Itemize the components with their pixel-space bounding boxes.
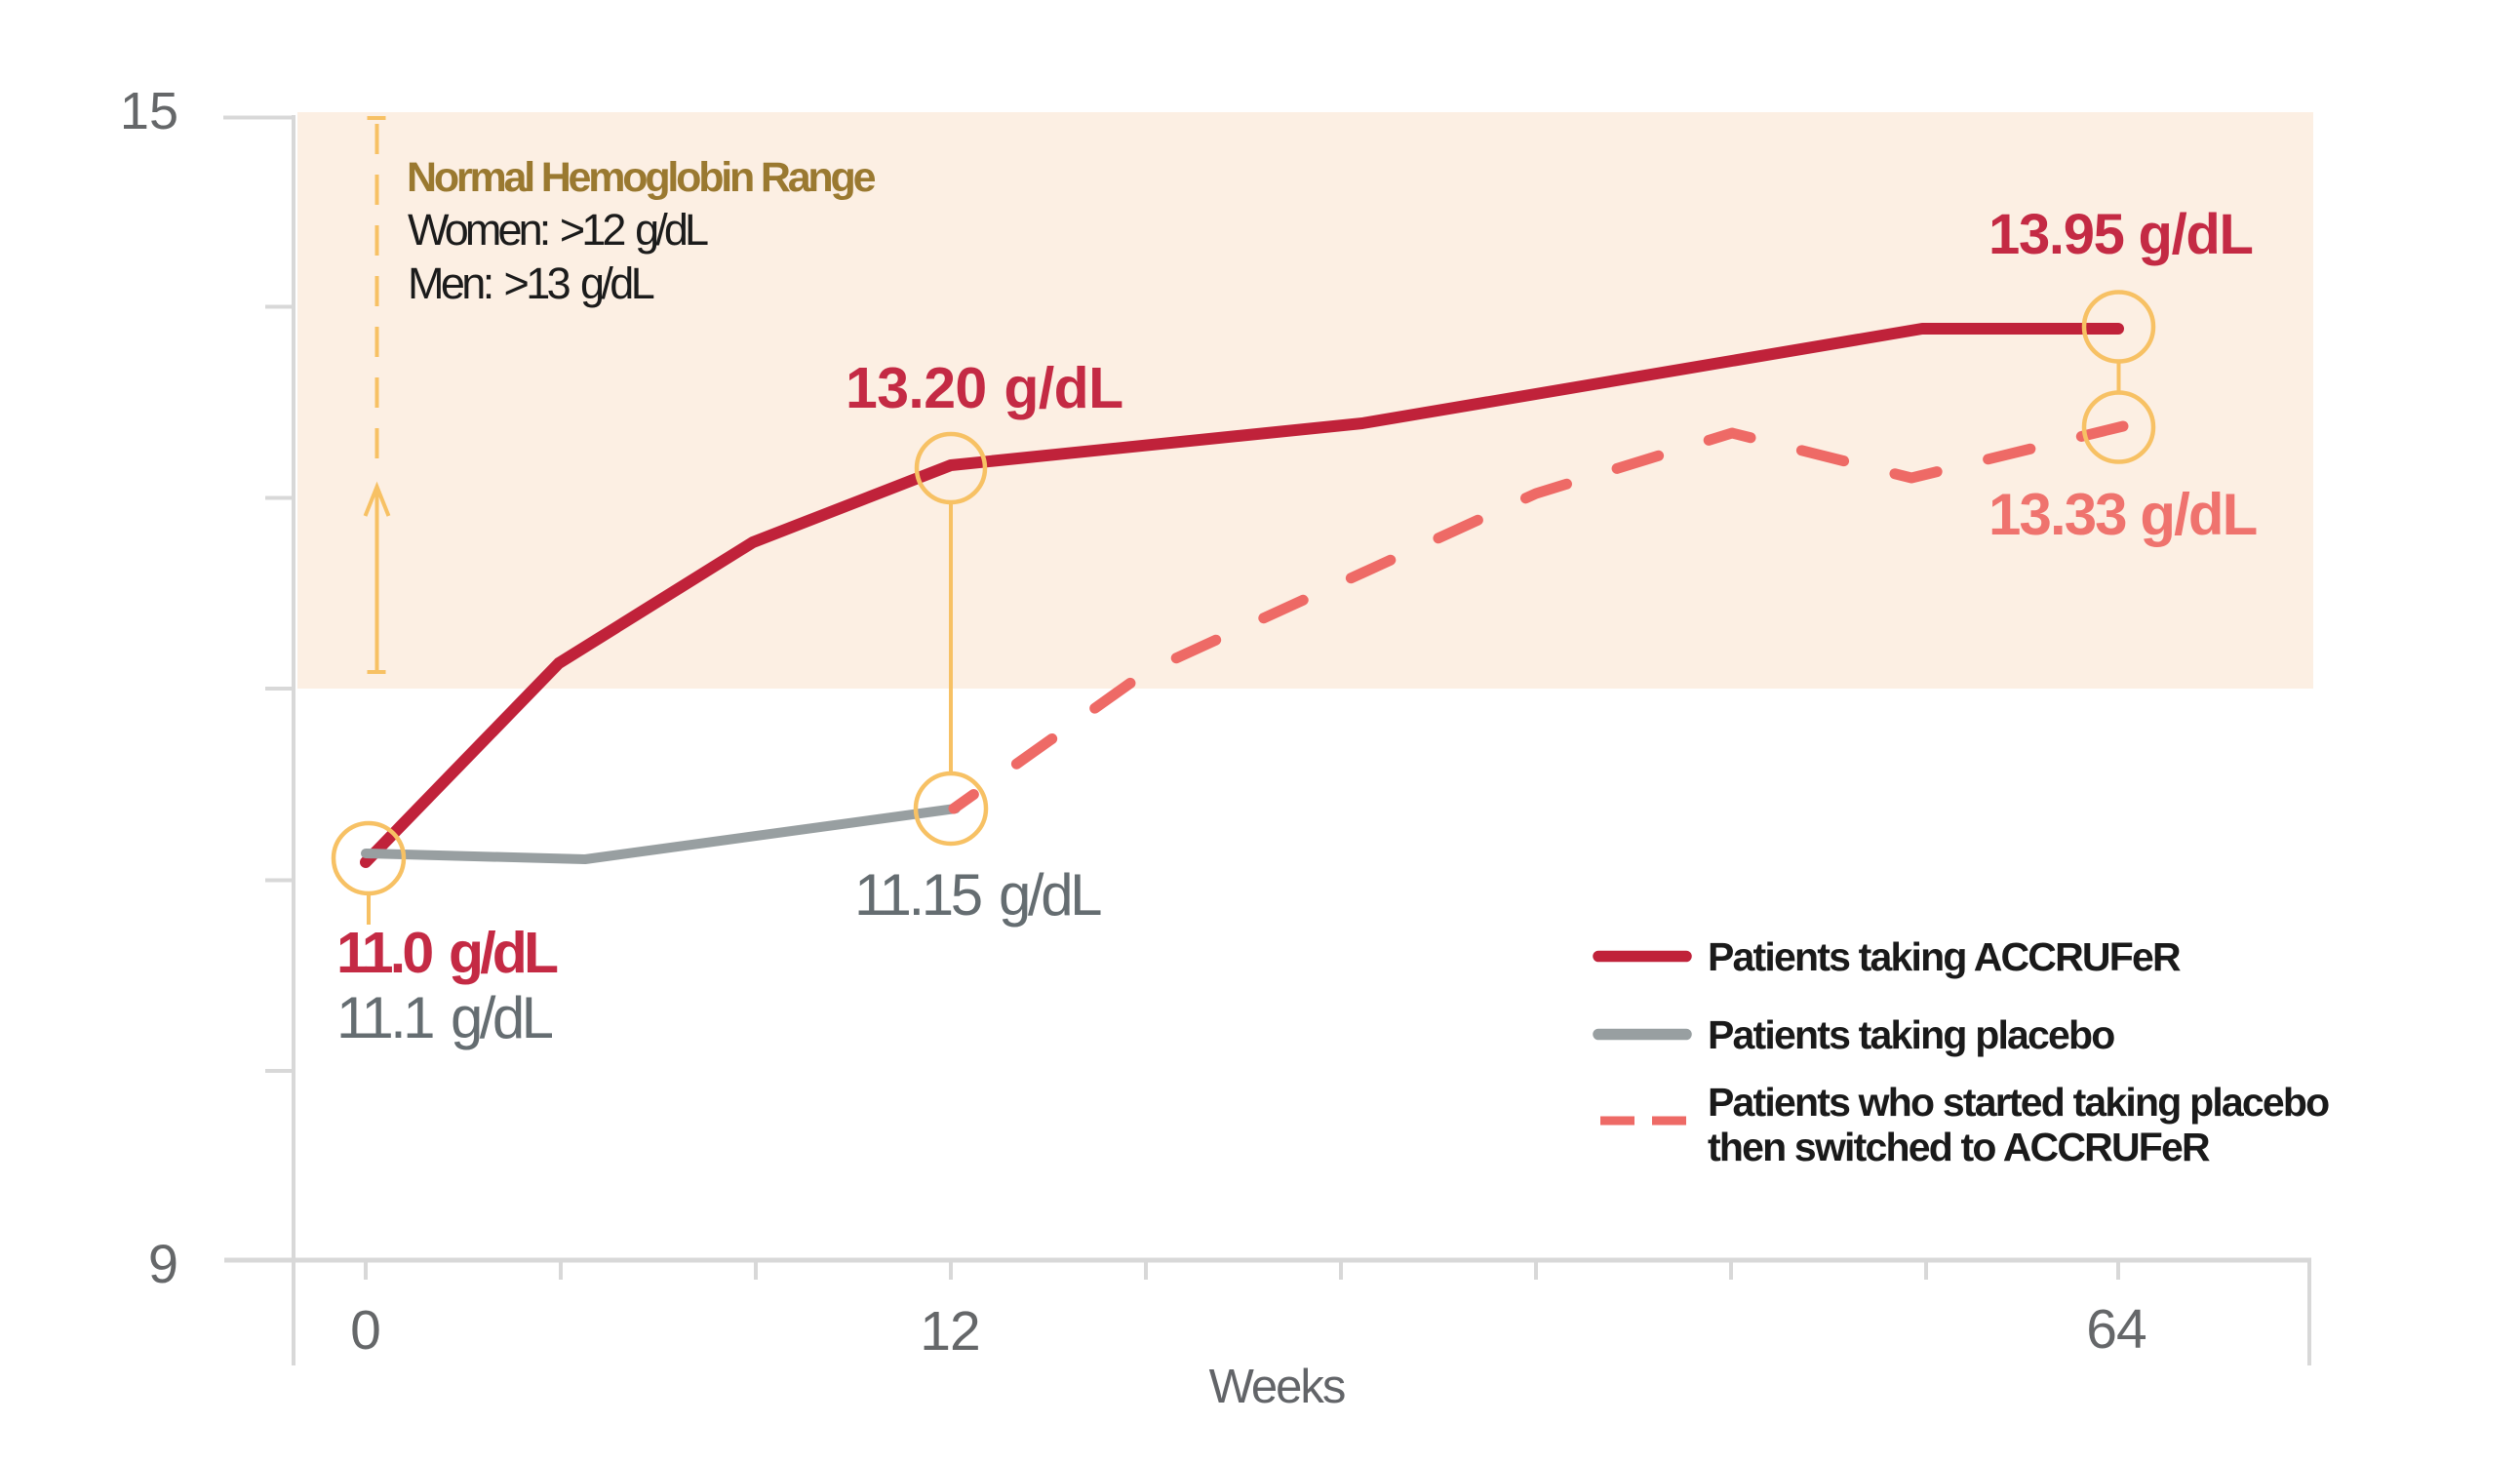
svg-text:Patients who started taking pl: Patients who started taking placebo (1708, 1080, 2329, 1125)
svg-text:11.1 g/dL: 11.1 g/dL (336, 985, 553, 1050)
svg-text:then switched to ACCRUFeR: then switched to ACCRUFeR (1708, 1125, 2210, 1169)
svg-text:11.15 g/dL: 11.15 g/dL (854, 862, 1101, 928)
svg-text:Men: >13 g/dL: Men: >13 g/dL (408, 258, 654, 308)
svg-text:12: 12 (920, 1300, 979, 1363)
svg-text:Patients taking ACCRUFeR: Patients taking ACCRUFeR (1708, 934, 2181, 979)
svg-text:Weeks: Weeks (1209, 1361, 1345, 1413)
svg-text:Normal Hemoglobin Range: Normal Hemoglobin Range (407, 154, 876, 201)
svg-text:13.20 g/dL: 13.20 g/dL (846, 356, 1123, 420)
svg-text:0: 0 (350, 1299, 381, 1362)
svg-text:15: 15 (120, 82, 178, 140)
svg-text:64: 64 (2086, 1298, 2146, 1361)
svg-text:Patients taking placebo: Patients taking placebo (1708, 1012, 2114, 1057)
svg-text:13.95 g/dL: 13.95 g/dL (1988, 203, 2253, 266)
svg-text:Women: >12 g/dL: Women: >12 g/dL (408, 205, 708, 255)
svg-text:11.0 g/dL: 11.0 g/dL (336, 921, 558, 985)
svg-text:13.33 g/dL: 13.33 g/dL (1988, 482, 2257, 547)
svg-text:9: 9 (148, 1233, 178, 1294)
